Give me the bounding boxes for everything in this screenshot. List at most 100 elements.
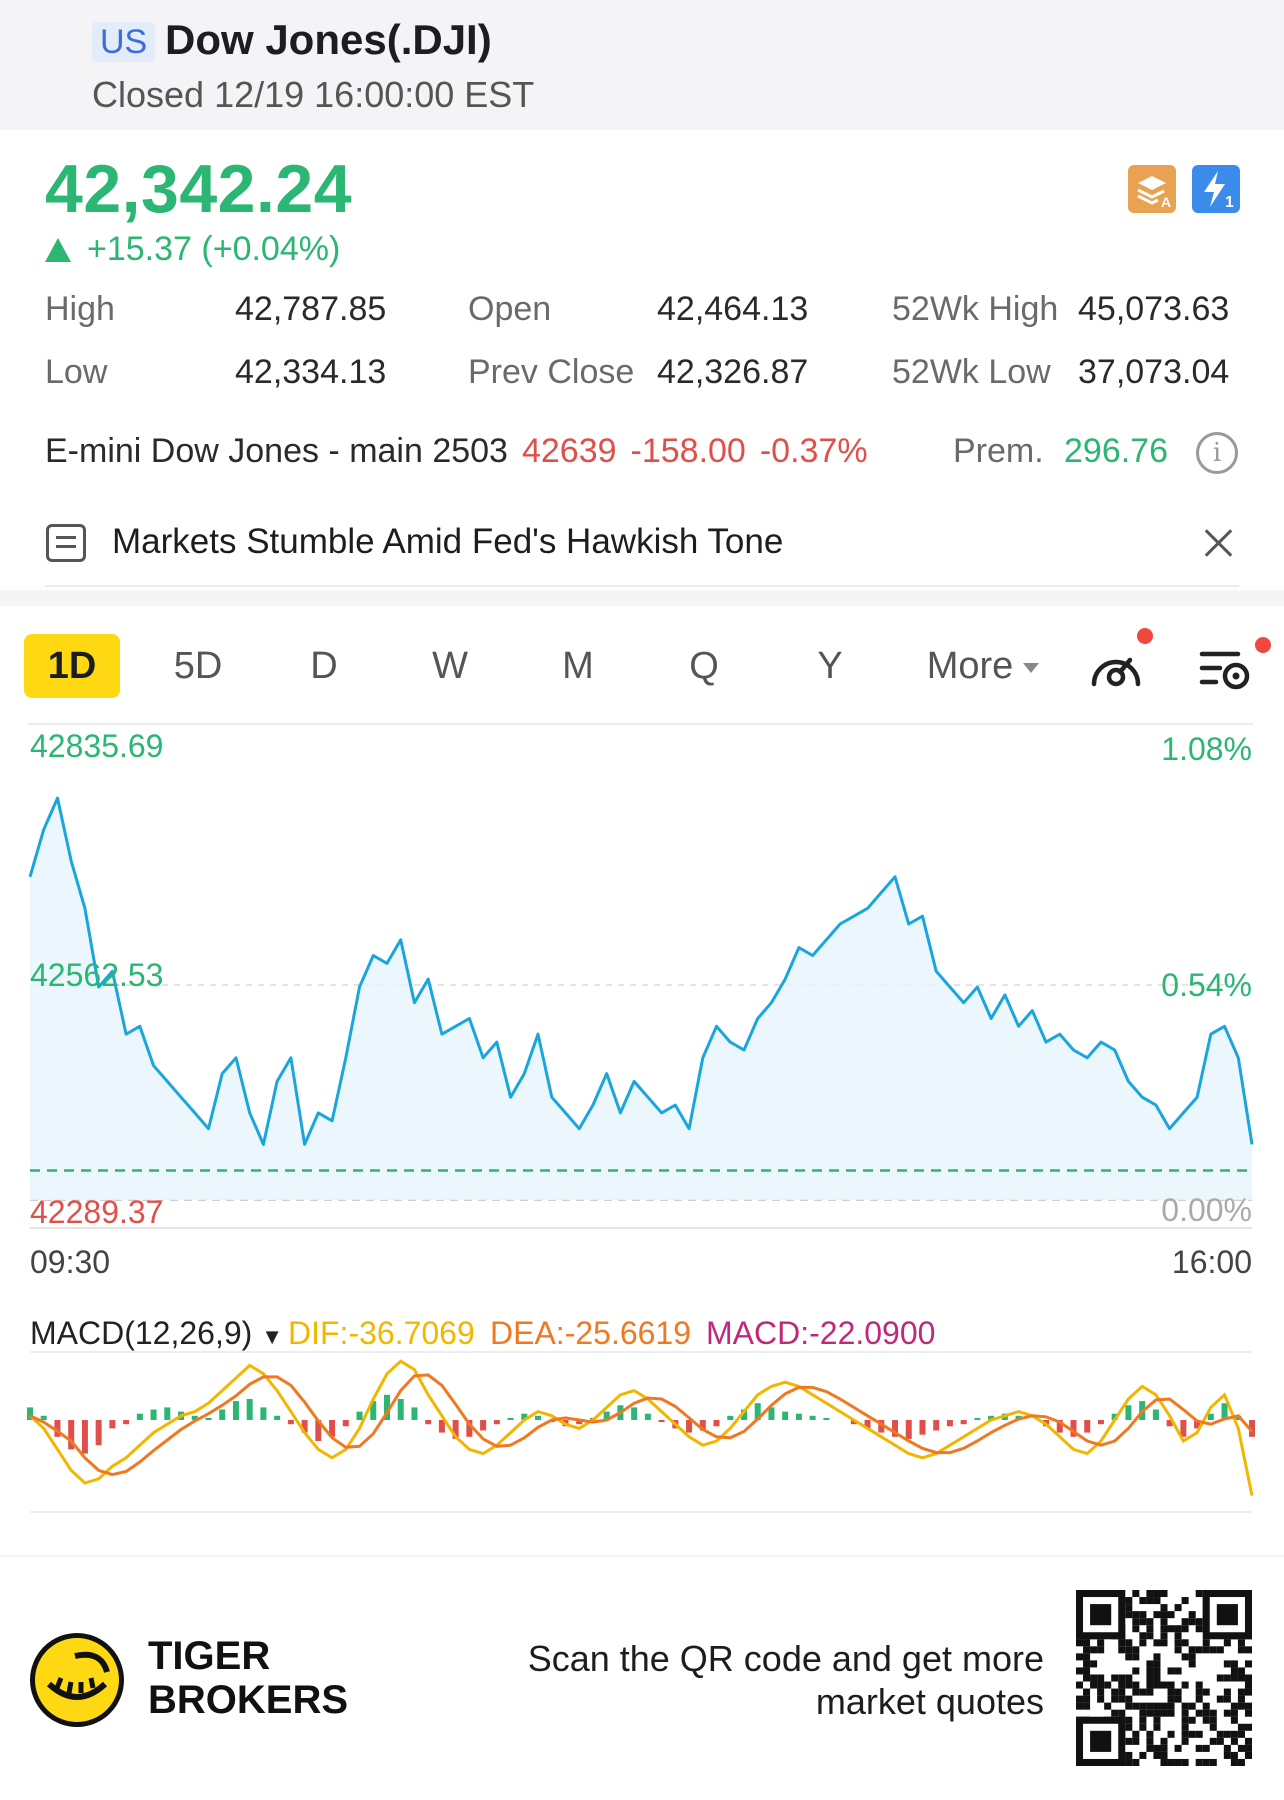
macd-bar — [205, 1417, 212, 1420]
macd-bar — [576, 1420, 583, 1425]
chevron-down-icon — [1023, 662, 1040, 673]
gauge-icon[interactable] — [1088, 644, 1144, 694]
futures-row[interactable]: E-mini Dow Jones - main 2503 42639 -158.00… — [45, 432, 868, 471]
macd-bar — [795, 1413, 802, 1420]
pct-max-label: 1.08% — [1161, 731, 1252, 767]
macd-bar — [768, 1407, 775, 1420]
section-gap — [0, 590, 1284, 606]
y-mid-label: 42562.53 — [30, 957, 164, 993]
svg-text:A: A — [1161, 194, 1171, 210]
x-end-label: 16:00 — [1171, 1244, 1252, 1280]
macd-bar — [260, 1407, 267, 1420]
macd-bar — [946, 1420, 953, 1427]
macd-bar — [713, 1420, 720, 1427]
macd-bar — [1125, 1405, 1132, 1420]
macd-bar — [342, 1420, 349, 1427]
macd-bar — [411, 1407, 418, 1420]
dea-line — [29, 1373, 1254, 1477]
macd-chart-svg[interactable] — [0, 1350, 1284, 1515]
settings-filter-icon[interactable] — [1198, 644, 1254, 694]
tiger-logo-icon — [30, 1633, 124, 1727]
lightning-1-icon[interactable]: 1 — [1192, 165, 1240, 213]
macd-bar — [754, 1403, 761, 1420]
tab-more-label: More — [926, 645, 1014, 687]
futures-price: 42639 — [521, 432, 617, 470]
price-chart-svg[interactable] — [0, 725, 1284, 1285]
brand-line-1: TIGER — [148, 1634, 271, 1678]
wk52-low-label: 52Wk Low — [892, 353, 1051, 391]
wk52-high-label: 52Wk High — [892, 290, 1059, 328]
macd-bar — [315, 1420, 322, 1441]
macd-bar — [123, 1420, 130, 1425]
tab-m[interactable]: M — [562, 645, 594, 687]
macd-bar — [191, 1415, 198, 1420]
prev-close-label: Prev Close — [468, 353, 635, 391]
low-value: 42,334.13 — [235, 353, 387, 391]
period-tabs: 1D 5D D W M Q Y More — [0, 630, 1284, 700]
macd-bar — [603, 1411, 610, 1420]
macd-bar — [740, 1409, 747, 1420]
intraday-chart[interactable] — [0, 725, 1284, 1285]
macd-bar — [301, 1420, 308, 1433]
close-icon[interactable] — [1200, 525, 1236, 561]
footer — [0, 1555, 1284, 1800]
futures-name: E-mini Dow Jones - main 2503 — [45, 432, 508, 470]
info-icon[interactable]: i — [1196, 432, 1238, 474]
macd-bar — [136, 1413, 143, 1420]
macd-bar — [1152, 1409, 1159, 1420]
tab-d[interactable]: D — [310, 645, 338, 687]
x-start-label: 09:30 — [30, 1244, 111, 1280]
macd-bar — [1111, 1413, 1118, 1420]
high-value: 42,787.85 — [235, 290, 387, 328]
macd-bar — [40, 1415, 47, 1420]
svg-text:1: 1 — [1225, 194, 1234, 211]
tab-q[interactable]: Q — [689, 645, 719, 687]
macd-bar — [383, 1394, 390, 1420]
macd-bar — [164, 1407, 171, 1420]
tab-more[interactable]: More — [918, 634, 1048, 698]
futures-change-pct: -0.37% — [759, 432, 868, 470]
price-change-value: +15.37 (+0.04%) — [87, 230, 341, 268]
macd-bar — [782, 1411, 789, 1420]
divider — [45, 585, 1239, 587]
tab-w[interactable]: W — [432, 645, 468, 687]
open-label: Open — [468, 290, 552, 328]
tab-y[interactable]: Y — [817, 645, 843, 687]
macd-dif: DIF:-36.7069 — [288, 1315, 475, 1351]
macd-bar — [397, 1399, 404, 1420]
qr-code-icon[interactable] — [1076, 1590, 1252, 1766]
macd-bar — [425, 1420, 432, 1425]
low-label: Low — [45, 353, 108, 391]
macd-bar — [232, 1401, 239, 1420]
macd-bar — [892, 1420, 899, 1437]
stack-a-icon[interactable]: A — [1128, 165, 1176, 213]
tab-5d[interactable]: 5D — [173, 645, 223, 687]
notification-dot — [1137, 628, 1153, 644]
news-headline[interactable]: Markets Stumble Amid Fed's Hawkish Tone — [112, 522, 784, 561]
macd-bar — [1180, 1420, 1187, 1437]
macd-bar — [1097, 1420, 1104, 1425]
macd-bar — [356, 1411, 363, 1420]
macd-bar — [919, 1420, 926, 1435]
macd-bar — [1207, 1413, 1214, 1420]
macd-bar — [521, 1413, 528, 1420]
news-icon — [46, 524, 86, 562]
macd-bar — [1194, 1420, 1201, 1429]
tab-1d[interactable]: 1D — [24, 634, 120, 698]
premium-label: Prem. — [953, 432, 1044, 470]
high-label: High — [45, 290, 115, 328]
market-status: Closed 12/19 16:00:00 EST — [92, 74, 535, 115]
macd-bar — [905, 1420, 912, 1439]
pct-mid-label: 0.54% — [1161, 967, 1252, 1003]
macd-bar — [150, 1409, 157, 1420]
macd-bar — [480, 1420, 487, 1431]
macd-bar — [287, 1420, 294, 1425]
macd-bar — [988, 1415, 995, 1420]
macd-bar — [644, 1413, 651, 1420]
macd-title: MACD(12,26,9) — [30, 1315, 253, 1351]
macd-bar — [974, 1417, 981, 1420]
brand-line-2: BROKERS — [148, 1678, 349, 1722]
macd-indicator-label[interactable]: MACD(12,26,9) ▼ — [30, 1315, 283, 1352]
macd-value: MACD:-22.0900 — [706, 1315, 936, 1351]
macd-bar — [631, 1407, 638, 1420]
